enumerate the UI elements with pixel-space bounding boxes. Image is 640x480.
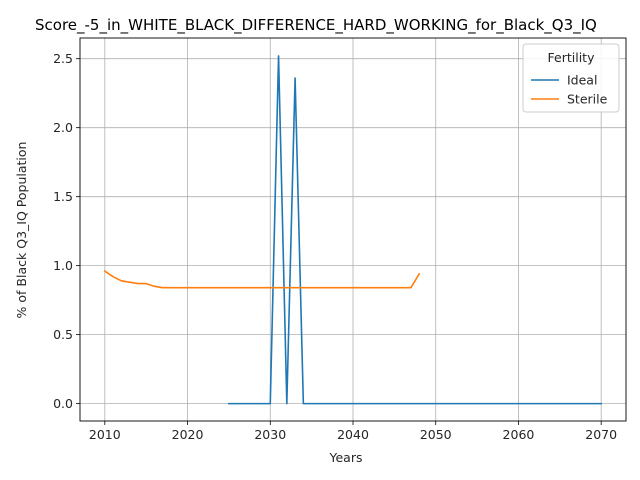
- chart-title: Score_-5_in_WHITE_BLACK_DIFFERENCE_HARD_…: [35, 16, 597, 35]
- legend-label-sterile: Sterile: [567, 92, 608, 107]
- x-tick-label: 2060: [503, 427, 535, 442]
- legend-box: [522, 43, 620, 113]
- y-tick-label: 1.0: [53, 258, 73, 273]
- series-line-ideal: [228, 55, 602, 405]
- y-axis-label: % of Black Q3_IQ Population: [14, 142, 29, 319]
- axis-ticks: 2010 2020 2030 2040 2050 2060 2070 0.0 0.5 1.0 1.5…: [53, 51, 617, 442]
- x-tick-label: 2030: [254, 427, 286, 442]
- y-tick-label: 1.5: [53, 189, 73, 204]
- legend: Fertility Ideal Sterile: [522, 43, 620, 113]
- x-tick-label: 2050: [420, 427, 452, 442]
- y-tick-label: 0.0: [53, 396, 73, 411]
- legend-title: Fertility: [548, 50, 596, 65]
- series-line-sterile: [103, 270, 421, 289]
- series-lines: [103, 55, 602, 405]
- x-tick-label: 2020: [172, 427, 204, 442]
- x-axis-label: Years: [329, 450, 363, 465]
- y-tick-label: 2.0: [53, 120, 73, 135]
- grid-lines: [80, 38, 626, 421]
- x-tick-label: 2040: [337, 427, 369, 442]
- legend-label-ideal: Ideal: [567, 73, 597, 88]
- y-tick-label: 2.5: [53, 51, 73, 66]
- x-tick-label: 2010: [89, 427, 121, 442]
- x-tick-label: 2070: [585, 427, 617, 442]
- y-tick-label: 0.5: [53, 327, 73, 342]
